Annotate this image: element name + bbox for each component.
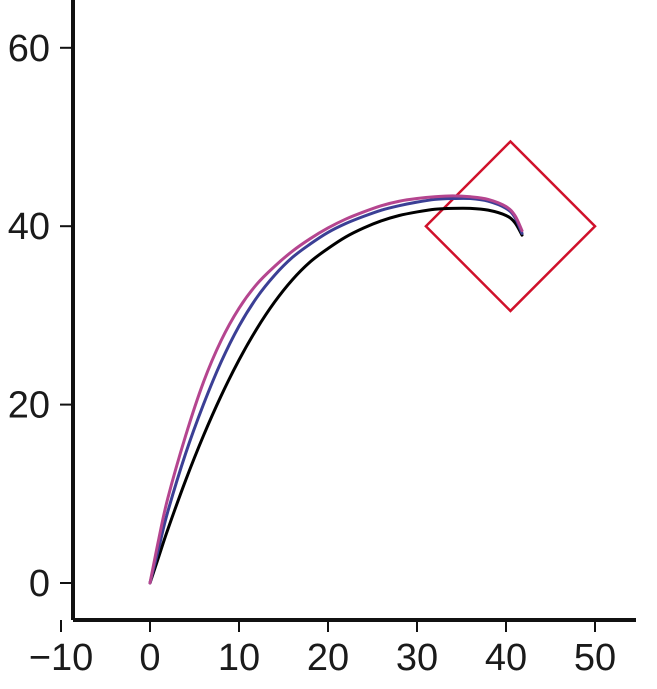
y-tick-label: 60 (8, 28, 50, 70)
x-ticks: −10 0 10 20 30 40 50 (29, 620, 616, 679)
annotation-diamond (424, 139, 597, 313)
series-line-1 (148, 206, 524, 585)
x-tick-label: −10 (29, 637, 93, 679)
y-tick-label: 20 (8, 385, 50, 427)
x-tick-label: 0 (139, 637, 160, 679)
series-line-2 (148, 196, 524, 585)
x-tick-label: 40 (485, 637, 527, 679)
y-ticks: 0 20 40 60 (8, 28, 73, 605)
x-tick-label: 10 (218, 637, 260, 679)
plot-area (148, 139, 597, 585)
series-line-3 (148, 194, 524, 585)
x-tick-label: 20 (307, 637, 349, 679)
x-tick-label: 30 (396, 637, 438, 679)
x-tick-label: 50 (574, 637, 616, 679)
y-tick-label: 40 (8, 206, 50, 248)
y-tick-label: 0 (29, 563, 50, 605)
